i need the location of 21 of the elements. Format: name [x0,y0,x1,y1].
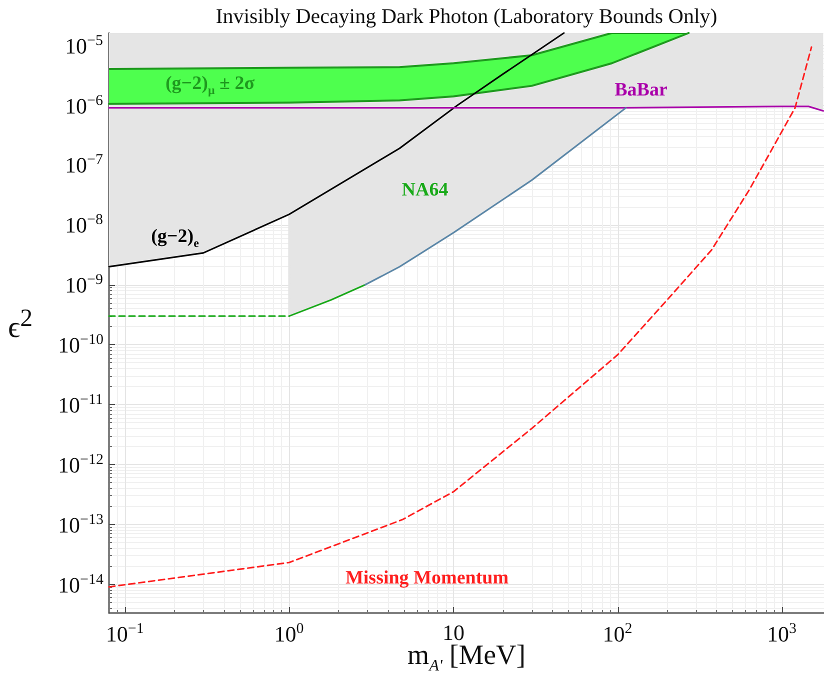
x-tick-label: 10$^{3}$ [767,621,797,646]
annotation: BaBar [614,80,668,100]
y-tick-label: 10$^{−9}$ [65,272,103,298]
x-tick-label: 10$^{−1}$ [106,621,144,646]
y-tick-label: 10$^{−6}$ [65,92,103,118]
annotation: NA64 [402,180,448,200]
chart-title: Invisibly Decaying Dark Photon (Laboratory Bounds Only) [214,4,718,29]
x-tick-label: 10$^{0}$ [274,621,304,646]
annotation: Missing Momentum [345,568,509,588]
y-tick-label: 10$^{−10}$ [58,332,104,358]
y-axis-title: ϵ$^{2}$ [8,305,33,345]
y-tick-label: 10$^{−5}$ [65,32,103,58]
y-tick-label: 10$^{−12}$ [58,452,104,478]
y-tick-label: 10$^{−13}$ [58,512,104,538]
y-tick-label: 10$^{−7}$ [65,152,103,178]
y-tick-label: 10$^{−14}$ [58,572,104,597]
y-tick-label: 10$^{−8}$ [65,212,103,238]
annotation: (g−2)$_{μ}$ ± 2σ [165,73,255,97]
x-tick-label: 10$^{2}$ [602,621,632,646]
annotation: (g−2)$_{e}$ [151,226,199,250]
y-tick-label: 10$^{−11}$ [58,392,103,418]
